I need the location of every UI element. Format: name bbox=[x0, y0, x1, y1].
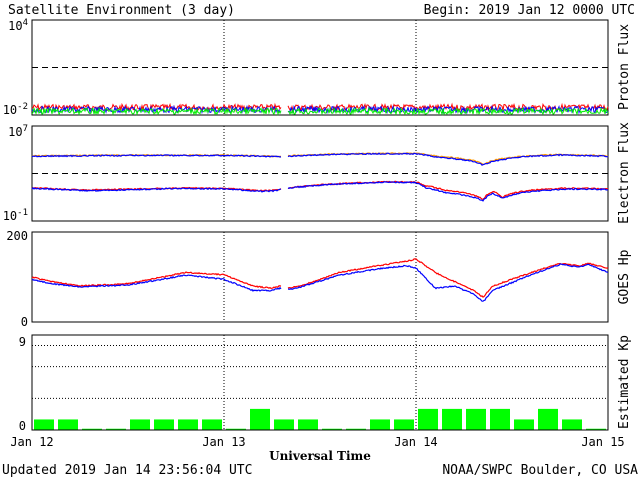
kp-bar bbox=[58, 419, 78, 430]
kp-bar bbox=[370, 419, 390, 430]
kp-bar bbox=[562, 419, 582, 430]
kp-bar bbox=[418, 408, 438, 430]
kp-bar bbox=[274, 419, 294, 430]
proton-flux-ytick-bottom: 10-2 bbox=[3, 102, 28, 117]
kp-ytick-top: 9 bbox=[19, 335, 26, 349]
kp-bar bbox=[298, 419, 318, 430]
kp-bar bbox=[490, 408, 510, 430]
kp-bar bbox=[226, 428, 246, 430]
goes-hp-frame bbox=[31, 231, 609, 323]
goes-hp-series-1-blue bbox=[31, 263, 609, 302]
electron-flux-frame bbox=[31, 125, 609, 222]
goes-hp-ylabel: GOES Hp bbox=[617, 249, 632, 304]
kp-bar bbox=[130, 419, 150, 430]
kp-bar bbox=[202, 419, 222, 430]
kp-bar bbox=[538, 408, 558, 430]
kp-bar bbox=[394, 419, 414, 430]
goes-hp-ytick-bottom: 0 bbox=[21, 315, 28, 329]
kp-bar bbox=[346, 428, 366, 430]
x-tick-jan13: Jan 13 bbox=[202, 435, 245, 449]
electron-flux-ylabel: Electron Flux bbox=[617, 122, 632, 224]
proton-flux-frame bbox=[31, 19, 609, 116]
page-title: Satellite Environment (3 day) bbox=[8, 3, 235, 18]
credit-label: NOAA/SWPC Boulder, CO USA bbox=[442, 463, 638, 478]
kp-bar bbox=[466, 408, 486, 430]
goes-hp-series-0-red bbox=[31, 258, 609, 298]
kp-bar bbox=[322, 428, 342, 430]
proton-flux-ytick-top: 104 bbox=[8, 18, 28, 33]
kp-bar bbox=[178, 419, 198, 430]
x-tick-jan15: Jan 15 bbox=[581, 435, 624, 449]
goes-hp-ytick-top: 200 bbox=[6, 229, 28, 243]
kp-frame bbox=[31, 334, 609, 431]
electron-flux-series-1-blue bbox=[31, 152, 609, 166]
x-axis-label: Universal Time bbox=[269, 449, 371, 463]
kp-bar bbox=[154, 419, 174, 430]
x-tick-jan14: Jan 14 bbox=[394, 435, 437, 449]
electron-flux-ytick-top: 107 bbox=[8, 124, 28, 139]
kp-bar bbox=[106, 428, 126, 430]
kp-panel: 9 0 Estimated Kp bbox=[19, 334, 632, 433]
electron-flux-series-3-blue bbox=[31, 180, 609, 202]
kp-bar bbox=[586, 428, 606, 430]
kp-bar bbox=[250, 408, 270, 430]
goes-hp-panel: 200 0 GOES Hp bbox=[6, 229, 632, 329]
electron-flux-panel: 107 10-1 Electron Flux bbox=[3, 122, 632, 224]
kp-ytick-bottom: 0 bbox=[19, 419, 26, 433]
kp-bar bbox=[514, 419, 534, 430]
kp-bar bbox=[34, 419, 54, 430]
proton-flux-panel: 104 10-2 Proton Flux bbox=[3, 18, 632, 117]
kp-bar bbox=[442, 408, 462, 430]
kp-ylabel: Estimated Kp bbox=[617, 335, 632, 429]
electron-flux-ytick-bottom: 10-1 bbox=[3, 208, 28, 223]
x-tick-jan12: Jan 12 bbox=[10, 435, 53, 449]
begin-label: Begin: 2019 Jan 12 0000 UTC bbox=[424, 3, 635, 18]
proton-flux-ylabel: Proton Flux bbox=[617, 24, 632, 110]
proton-flux-series-green bbox=[31, 106, 609, 116]
updated-timestamp: Updated 2019 Jan 14 23:56:04 UTC bbox=[2, 463, 252, 478]
kp-bar bbox=[82, 428, 102, 430]
